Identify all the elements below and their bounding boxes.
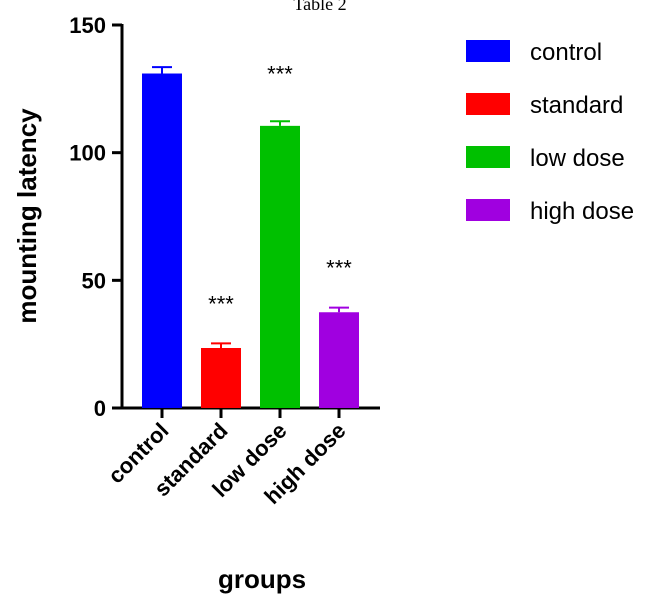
bar	[319, 312, 359, 408]
y-tick-label: 0	[94, 396, 106, 421]
y-tick-label: 150	[69, 13, 106, 38]
legend-swatch	[466, 93, 510, 115]
legend-label: high dose	[530, 198, 634, 225]
legend-swatch	[466, 146, 510, 168]
significance-label: ***	[326, 256, 352, 281]
bar	[142, 73, 182, 408]
legend-label: standard	[530, 92, 623, 119]
legend-swatch	[466, 199, 510, 221]
significance-label: ***	[208, 291, 234, 316]
legend-swatch	[466, 40, 510, 62]
y-tick-label: 100	[69, 141, 106, 166]
x-axis-label: groups	[218, 564, 306, 594]
y-tick-label: 50	[82, 268, 106, 293]
legend-label: control	[530, 39, 602, 66]
chart-title: Table 2	[293, 0, 346, 14]
legend: control standard low dose high dose	[466, 39, 634, 225]
legend-label: low dose	[530, 145, 625, 172]
bar	[201, 347, 241, 408]
significance-label: ***	[267, 61, 293, 86]
bars: *** *** ***	[142, 61, 359, 409]
y-axis-label: mounting latency	[12, 108, 42, 324]
bar	[260, 125, 300, 409]
